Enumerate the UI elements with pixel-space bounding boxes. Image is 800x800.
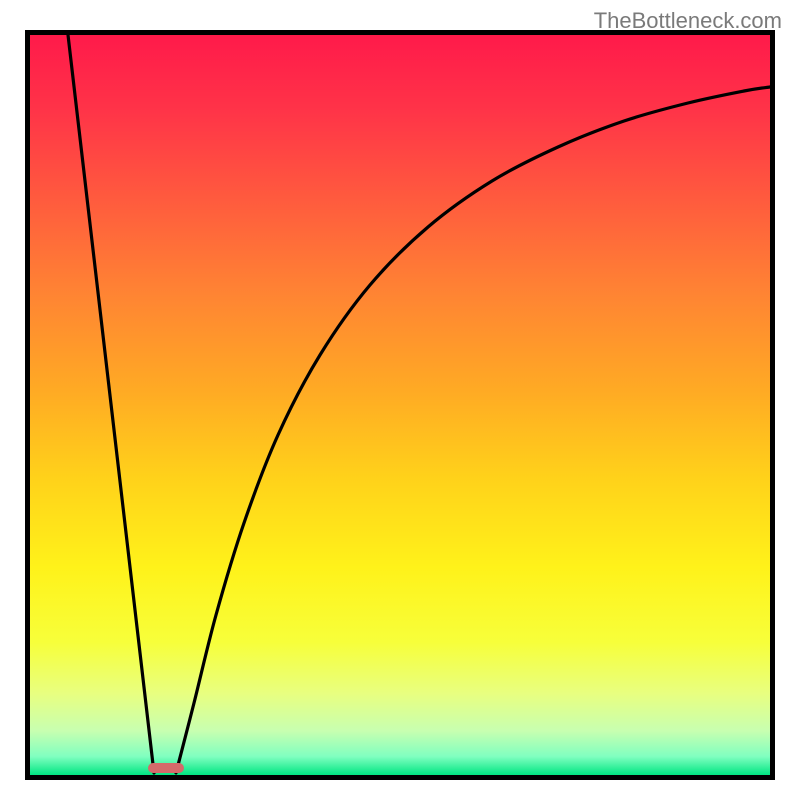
plot-area [30, 35, 770, 775]
right-curve [176, 87, 770, 773]
chart-container: TheBottleneck.com [0, 0, 800, 800]
watermark-text: TheBottleneck.com [594, 8, 782, 34]
plot-frame [25, 30, 775, 780]
minimum-marker [148, 763, 184, 773]
curve-overlay [30, 35, 770, 775]
left-line [68, 35, 154, 773]
